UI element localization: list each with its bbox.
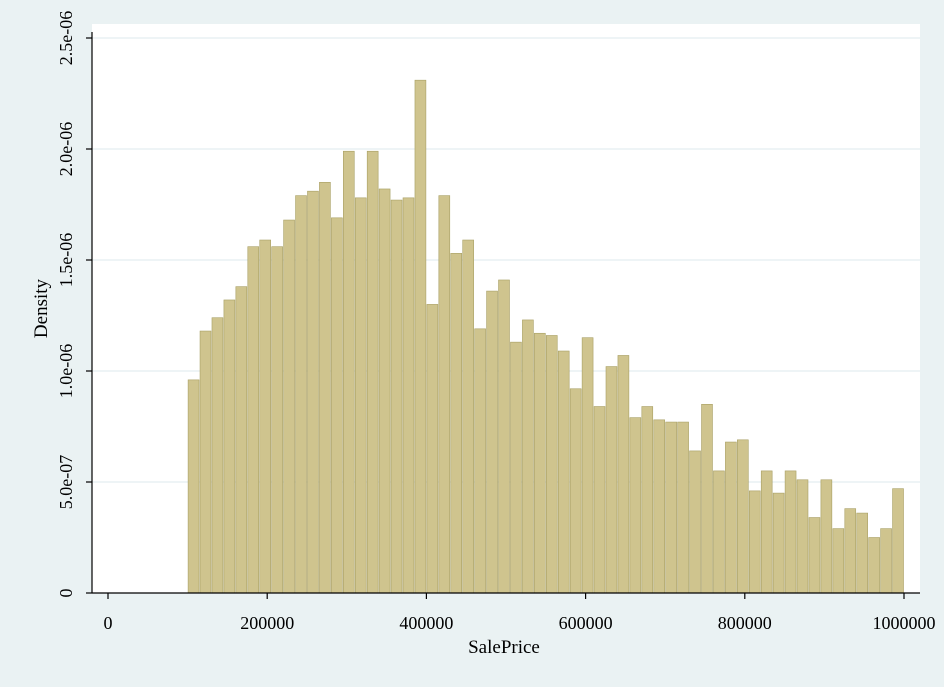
histogram-bar: [605, 366, 618, 594]
y-axis-title: Density: [31, 278, 52, 338]
histogram-bar: [868, 537, 880, 594]
histogram-bar: [665, 421, 677, 594]
histogram-bar: [510, 341, 522, 594]
histogram-bar: [319, 182, 331, 594]
histogram-bar: [343, 150, 355, 594]
y-tick-label: 5.0e-07: [56, 455, 76, 509]
y-tick-label: 2.5e-06: [56, 11, 76, 65]
histogram-bar: [462, 239, 474, 594]
histogram-bar: [211, 317, 224, 594]
histogram-bar: [653, 419, 666, 594]
histogram-bar: [832, 528, 845, 594]
histogram-bar: [737, 439, 749, 594]
histogram-bar: [545, 335, 558, 594]
x-tick-label: 0: [104, 613, 113, 633]
histogram-bar: [283, 219, 295, 594]
histogram-bar: [581, 337, 594, 594]
histogram-bar: [295, 195, 307, 594]
histogram-bar: [259, 239, 271, 594]
histogram-bar: [271, 246, 283, 594]
histogram-bar: [820, 479, 833, 594]
ticks: 0 200000 400000 600000 800000 1000000 0 5.0e-07…: [56, 11, 936, 633]
y-tick-label: 1.5e-06: [56, 233, 76, 287]
histogram-bar: [223, 299, 236, 594]
histogram-bar: [557, 350, 570, 594]
histogram-bar: [366, 150, 379, 594]
x-tick-label: 800000: [718, 613, 772, 633]
y-tick-label: 0: [56, 589, 76, 598]
histogram-bar: [701, 403, 713, 594]
histogram-bar: [450, 253, 463, 594]
histogram-bar: [844, 508, 857, 594]
y-tick-label: 2.0e-06: [56, 122, 76, 176]
histogram-bar: [808, 517, 821, 594]
histogram-bar: [784, 470, 797, 594]
histogram-bar: [474, 328, 486, 594]
x-tick-label: 400000: [399, 613, 453, 633]
histogram-bar: [593, 406, 606, 594]
histogram-bar: [772, 492, 785, 594]
histogram-bar: [689, 450, 701, 594]
histogram-bar: [331, 217, 343, 594]
histogram-bar: [569, 388, 582, 594]
histogram-bar: [892, 488, 904, 594]
histogram-bar: [247, 246, 260, 594]
histogram-bar: [426, 304, 439, 594]
x-axis-title: SalePrice: [468, 637, 540, 658]
histogram-bar: [856, 512, 868, 594]
axes: [91, 32, 920, 594]
histogram-bar: [187, 379, 200, 594]
histogram-bar: [713, 470, 725, 594]
histogram-bar: [522, 319, 534, 594]
histogram-bar: [414, 79, 427, 594]
x-tick-label: 1000000: [873, 613, 936, 633]
histogram-bar: [354, 197, 367, 594]
histogram-bar: [760, 470, 773, 594]
histogram-bar: [378, 188, 391, 594]
histogram-bar: [880, 528, 892, 594]
histogram-bar: [498, 279, 510, 594]
histogram-bar: [677, 421, 689, 594]
histogram-bar: [486, 290, 498, 594]
x-tick-label: 200000: [240, 613, 294, 633]
histogram-bar: [641, 406, 654, 594]
histogram-bar: [629, 417, 642, 594]
histogram-bar: [534, 332, 546, 594]
histogram-bar: [748, 490, 761, 594]
histogram-bar: [390, 199, 403, 594]
histogram-bar: [796, 479, 809, 594]
histogram-bar: [725, 441, 737, 594]
histogram-bar: [438, 195, 451, 594]
histogram-bar: [235, 286, 248, 594]
histogram-bar: [199, 330, 212, 594]
y-tick-label: 1.0e-06: [56, 344, 76, 398]
histogram-bar: [402, 197, 415, 594]
histogram-bar: [617, 355, 630, 594]
x-tick-label: 600000: [559, 613, 613, 633]
histogram-bar: [307, 190, 319, 594]
